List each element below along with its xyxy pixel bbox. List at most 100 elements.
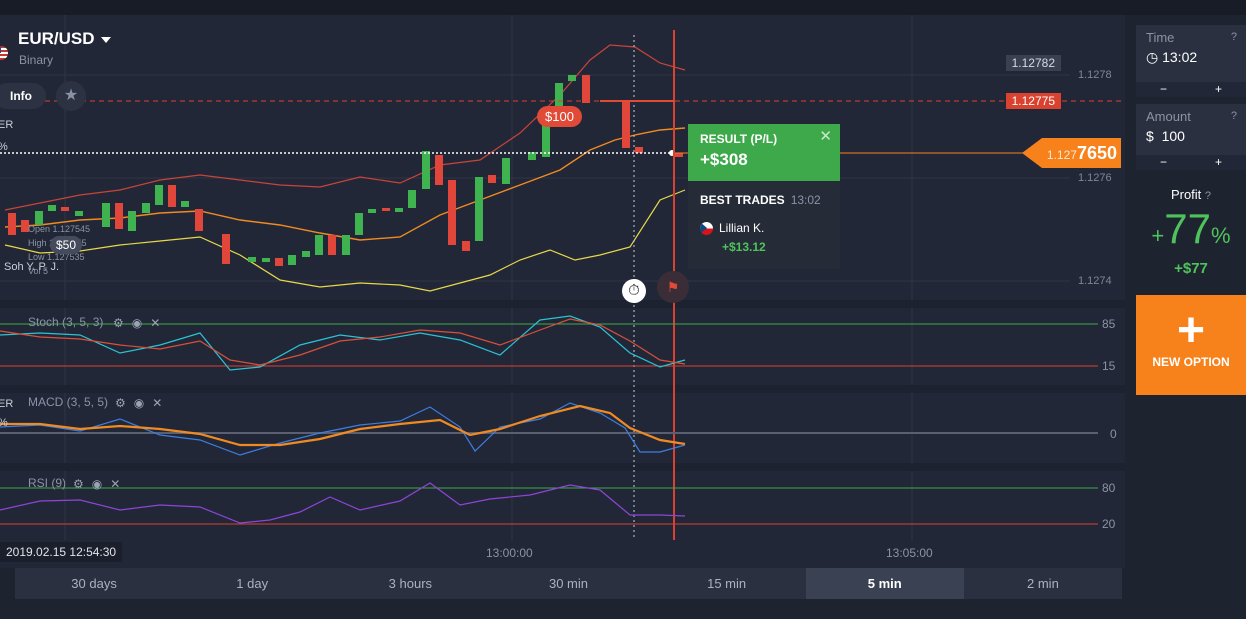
timeframe-30-days[interactable]: 30 days bbox=[71, 576, 117, 591]
close-icon[interactable]: ✕ bbox=[819, 128, 832, 145]
czech-flag-icon bbox=[700, 222, 713, 236]
result-label: RESULT (P/L) bbox=[700, 132, 778, 146]
asset-selector[interactable]: EUR/USD bbox=[18, 29, 111, 49]
bollinger-lower-line bbox=[4, 189, 686, 292]
time-stepper: − + bbox=[1136, 82, 1246, 97]
ohlc-volume: Vol 5 bbox=[28, 266, 49, 276]
timeframe-15-min[interactable]: 15 min bbox=[707, 576, 747, 591]
stoch-title: Stoch (3, 5, 3) bbox=[28, 315, 104, 329]
trader-name: Soh Y. P. J. bbox=[4, 261, 60, 273]
best-trade-profit: +$13.12 bbox=[722, 240, 766, 255]
best-trader-name: Lillian K. bbox=[719, 221, 765, 235]
rsi-lower-value: 20 bbox=[1102, 517, 1116, 531]
eye-icon[interactable]: ◉ bbox=[133, 396, 153, 410]
us-flag-icon bbox=[0, 46, 8, 60]
best-trades-time: 13:02 bbox=[790, 193, 821, 207]
ohlc-low: Low 1.127535 bbox=[28, 252, 85, 262]
amount-box[interactable]: Amount ? $ 100 − + bbox=[1136, 104, 1246, 170]
result-header: RESULT (P/L) +$308 ✕ bbox=[688, 124, 840, 181]
favorite-star-icon[interactable]: ★ bbox=[56, 81, 86, 111]
best-trades: BEST TRADES 13:02 Lillian K. +$13.12 bbox=[688, 181, 840, 264]
timeframe-2-min[interactable]: 2 min bbox=[1027, 576, 1059, 591]
macd-line bbox=[0, 402, 686, 456]
profit-title: Profit ? bbox=[1170, 187, 1212, 202]
result-value: +$308 bbox=[700, 150, 748, 169]
bollinger-middle-line bbox=[4, 127, 686, 241]
gear-icon[interactable]: ⚙ bbox=[113, 316, 132, 330]
side-label: ER bbox=[0, 398, 14, 410]
eye-icon[interactable]: ◉ bbox=[131, 316, 151, 330]
asset-type: Binary bbox=[19, 53, 54, 67]
help-icon[interactable]: ? bbox=[1230, 110, 1237, 122]
rsi-upper-value: 80 bbox=[1102, 481, 1116, 495]
price-tag-strike: 1.12775 bbox=[1005, 93, 1061, 109]
chart-area[interactable]: EUR/USD Binary Info ★ ER % ER % Open 1.1… bbox=[0, 15, 1125, 568]
amount-increase-button[interactable]: + bbox=[1214, 155, 1222, 169]
time-axis-label: 13:05:00 bbox=[886, 546, 933, 560]
side-label: % bbox=[0, 141, 8, 153]
time-axis-label: 13:00:00 bbox=[486, 546, 533, 560]
stoch-controls: ⚙◉✕ bbox=[113, 316, 168, 330]
price-axis-label: 1.1274 bbox=[1078, 275, 1112, 287]
timeframe-bar: 30 days 1 day 3 hours 30 min 15 min 5 mi… bbox=[15, 568, 1122, 599]
amount-title: Amount bbox=[1146, 109, 1191, 124]
stopwatch-icon[interactable]: ⏱ bbox=[622, 279, 646, 303]
timeframe-30-min[interactable]: 30 min bbox=[548, 576, 588, 591]
timeframe-5-min[interactable]: 5 min bbox=[805, 568, 964, 599]
best-trade-row: Lillian K. bbox=[700, 221, 828, 236]
trade-bubble-100: $100 bbox=[537, 106, 582, 127]
help-icon[interactable]: ? bbox=[1204, 190, 1212, 202]
timeframe-3-hours[interactable]: 3 hours bbox=[388, 576, 433, 591]
profit-percent: +77% bbox=[1151, 205, 1231, 252]
chevron-down-icon bbox=[100, 36, 111, 43]
finish-flag-icon[interactable]: ⚑ bbox=[657, 271, 689, 303]
close-icon[interactable]: ✕ bbox=[110, 477, 129, 491]
trade-bubble-50: $50 bbox=[50, 236, 83, 254]
eye-icon[interactable]: ◉ bbox=[91, 477, 111, 491]
bollinger-upper-line bbox=[4, 44, 686, 211]
ohlc-open: Open 1.127545 bbox=[28, 224, 91, 234]
macd-controls: ⚙◉✕ bbox=[115, 396, 170, 410]
help-icon[interactable]: ? bbox=[1230, 31, 1237, 43]
result-panel: RESULT (P/L) +$308 ✕ BEST TRADES 13:02 Li… bbox=[688, 124, 840, 269]
time-increase-button[interactable]: + bbox=[1214, 82, 1222, 96]
rsi-title: RSI (9) bbox=[28, 476, 67, 490]
trade-panel: Time ? ◷ 13:02 − + Amount ? $ 100 − + Pr… bbox=[1125, 15, 1246, 619]
top-bar bbox=[0, 0, 1246, 16]
macd-title: MACD (3, 5, 5) bbox=[28, 395, 109, 409]
time-decrease-button[interactable]: − bbox=[1159, 82, 1167, 96]
macd-signal-line bbox=[0, 404, 686, 447]
amount-decrease-button[interactable]: − bbox=[1159, 155, 1167, 169]
time-title: Time bbox=[1146, 30, 1175, 45]
amount-input[interactable]: $ 100 bbox=[1146, 128, 1185, 144]
rsi-line bbox=[0, 482, 686, 524]
new-option-label: NEW OPTION bbox=[1152, 355, 1230, 369]
price-chart[interactable] bbox=[0, 15, 1125, 568]
stoch-upper-value: 85 bbox=[1102, 317, 1116, 331]
profit-amount: +$77 bbox=[1174, 260, 1208, 277]
side-label: ER bbox=[0, 119, 14, 131]
cursor-date-badge: 2019.02.15 12:54:30 bbox=[0, 542, 123, 562]
side-label: % bbox=[0, 417, 8, 429]
gear-icon[interactable]: ⚙ bbox=[73, 477, 92, 491]
stoch-lower-value: 15 bbox=[1102, 359, 1116, 373]
stoch-k-line bbox=[0, 315, 686, 371]
time-value[interactable]: ◷ 13:02 bbox=[1146, 49, 1198, 65]
close-icon[interactable]: ✕ bbox=[152, 396, 171, 410]
close-icon[interactable]: ✕ bbox=[150, 316, 169, 330]
price-axis-label: 1.1278 bbox=[1078, 69, 1112, 81]
timeframe-1-day[interactable]: 1 day bbox=[236, 576, 269, 591]
time-box[interactable]: Time ? ◷ 13:02 − + bbox=[1136, 25, 1246, 97]
panel-separators bbox=[0, 300, 1125, 471]
gear-icon[interactable]: ⚙ bbox=[115, 396, 134, 410]
best-trades-label: BEST TRADES bbox=[700, 193, 785, 207]
info-button[interactable]: Info bbox=[0, 83, 46, 109]
macd-zero-value: 0 bbox=[1110, 427, 1117, 441]
price-axis-label: 1.1276 bbox=[1078, 172, 1112, 184]
rsi-controls: ⚙◉✕ bbox=[73, 477, 128, 491]
stoch-d-line bbox=[0, 318, 686, 366]
plus-icon: + bbox=[1176, 304, 1206, 357]
grid bbox=[0, 15, 1070, 540]
new-option-button[interactable]: + NEW OPTION bbox=[1136, 295, 1246, 395]
candles bbox=[8, 75, 683, 266]
